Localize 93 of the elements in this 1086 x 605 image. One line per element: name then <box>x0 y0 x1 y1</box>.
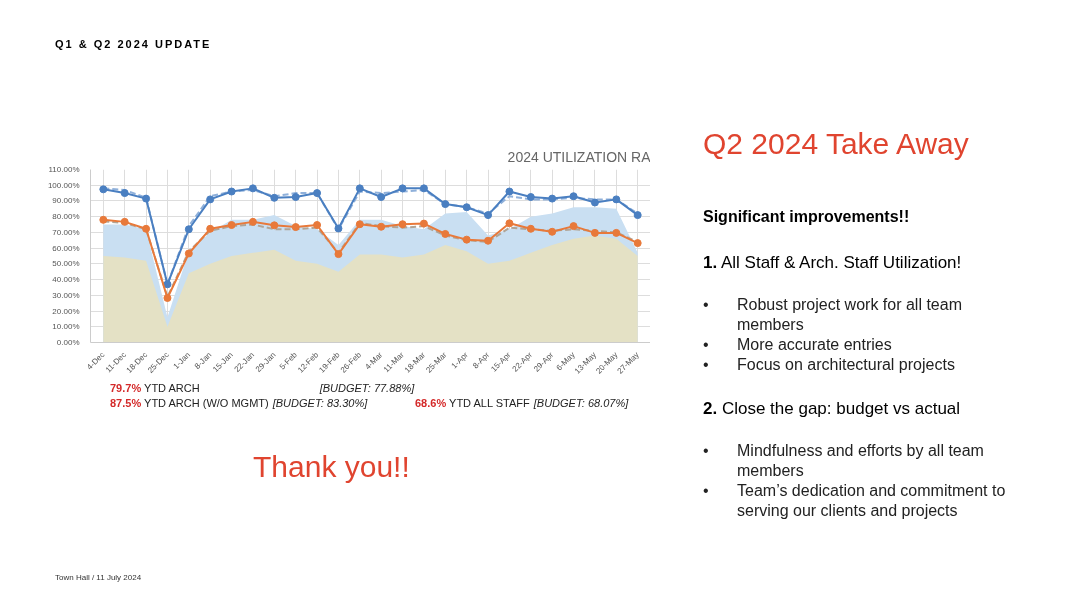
text: • <box>703 334 709 355</box>
text: • <box>703 354 709 375</box>
y-tick-label: 110.00% <box>48 165 80 174</box>
point <box>99 215 108 224</box>
text: 68.6% <box>415 397 447 409</box>
text: Team’s dedication and commitment to serving our clients and projects <box>737 481 1007 522</box>
text: More accurate entries <box>737 334 893 355</box>
point <box>398 220 407 229</box>
point <box>484 211 493 220</box>
point <box>163 294 172 302</box>
text: Q1 & Q2 2024 UPDATE <box>55 37 212 52</box>
text: YTD ALL STAFF <box>449 397 530 409</box>
point <box>270 193 279 202</box>
point <box>462 203 471 212</box>
point <box>120 189 129 198</box>
point <box>441 229 450 238</box>
text: [BUDGET: 68.07%] <box>533 397 629 409</box>
point <box>313 189 322 198</box>
point <box>484 236 493 245</box>
point <box>419 184 428 193</box>
point <box>548 194 557 203</box>
point <box>355 184 364 193</box>
point <box>590 198 599 207</box>
y-tick-label: 30.00% <box>52 290 80 300</box>
point <box>590 228 599 237</box>
point <box>526 193 535 202</box>
y-tick-label: 20.00% <box>52 306 80 316</box>
y-tick-label: 50.00% <box>52 259 80 269</box>
y-tick-label: 70.00% <box>52 227 80 237</box>
point <box>548 227 557 236</box>
y-tick-label: 90.00% <box>52 196 80 206</box>
text: Town Hall / 11 July 2024 <box>55 572 142 584</box>
point <box>142 194 151 203</box>
y-tick-label: 60.00% <box>52 243 80 253</box>
chart-title: 2024 UTILIZATION RA <box>507 148 652 165</box>
point <box>270 221 279 230</box>
point <box>206 195 215 204</box>
point <box>184 225 193 234</box>
point <box>334 250 343 259</box>
point <box>633 239 642 248</box>
point <box>163 280 172 289</box>
point <box>569 192 578 201</box>
text: Q2 2024 Take Away <box>703 126 970 162</box>
point <box>612 228 621 237</box>
point <box>227 221 236 230</box>
text: Significant improvements!! <box>703 206 911 227</box>
y-tick-label: 80.00% <box>52 212 80 222</box>
y-tick-label: 10.00% <box>52 322 80 332</box>
point <box>206 224 215 233</box>
point <box>398 184 407 193</box>
y-tick-label: 100.00% <box>47 180 80 190</box>
text: • <box>703 294 709 315</box>
text: 1. <box>703 252 718 272</box>
text: [BUDGET: 77.88%] <box>319 382 415 394</box>
point <box>377 193 386 202</box>
point <box>120 217 129 226</box>
point <box>99 185 108 194</box>
text: 79.7% <box>110 382 142 394</box>
point <box>612 195 621 204</box>
point <box>505 187 514 196</box>
text: 87.5% <box>110 397 142 409</box>
text: Robust project work for all team members <box>737 294 963 335</box>
point <box>462 235 471 244</box>
text: Thank you!! <box>253 449 410 485</box>
y-tick-label: 40.00% <box>52 275 80 285</box>
text: • <box>703 481 709 502</box>
text: Mindfulness and efforts by all team members <box>737 441 985 482</box>
text: Focus on architectural projects <box>737 354 956 375</box>
point <box>142 224 151 233</box>
point <box>248 217 257 226</box>
point <box>184 249 193 258</box>
point <box>291 223 300 232</box>
point <box>569 222 578 231</box>
point <box>248 184 257 193</box>
point <box>227 187 236 196</box>
point <box>441 200 450 209</box>
text: YTD ARCH (W/O MGMT) <box>144 397 269 409</box>
text: • <box>703 441 709 462</box>
text: Close the gap: budget vs actual <box>721 398 961 418</box>
point <box>419 219 428 228</box>
point <box>313 221 322 230</box>
point <box>505 219 514 228</box>
point <box>334 224 343 233</box>
text: [BUDGET: 83.30%] <box>272 397 368 409</box>
text: All Staff & Arch. Staff Utilization! <box>720 252 962 272</box>
text: YTD ARCH <box>144 382 200 394</box>
y-tick-label: 0.00% <box>56 338 80 347</box>
point <box>526 224 535 233</box>
point <box>291 193 300 202</box>
text: 2. <box>703 398 718 418</box>
point <box>633 211 642 220</box>
point <box>355 220 364 229</box>
point <box>377 222 386 231</box>
